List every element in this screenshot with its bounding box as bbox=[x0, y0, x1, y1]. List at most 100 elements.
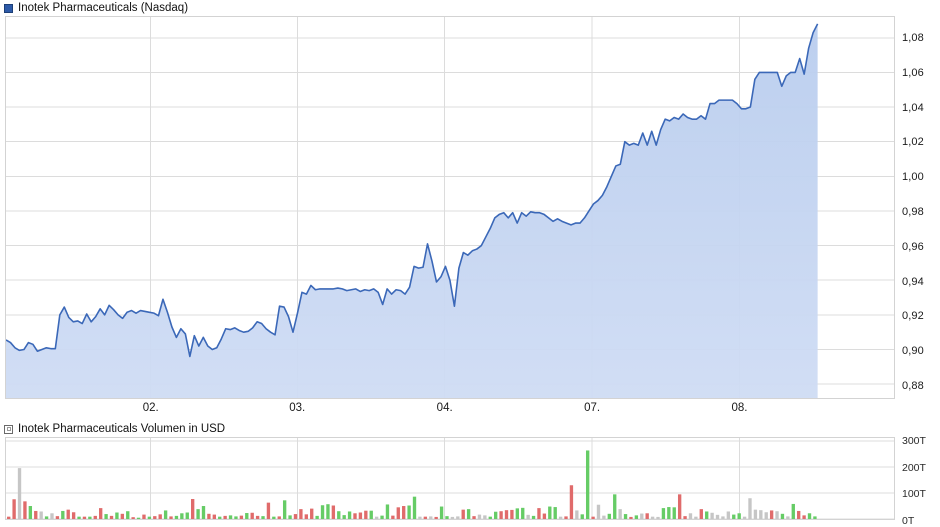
volume-bar[interactable] bbox=[769, 510, 774, 519]
volume-bar[interactable] bbox=[791, 503, 795, 519]
volume-bar[interactable] bbox=[721, 516, 725, 519]
volume-bar[interactable] bbox=[364, 510, 368, 519]
volume-bar[interactable] bbox=[677, 494, 682, 519]
volume-bar[interactable] bbox=[347, 511, 352, 519]
volume-bar[interactable] bbox=[142, 514, 146, 519]
volume-bar[interactable] bbox=[82, 516, 87, 519]
volume-bar[interactable] bbox=[255, 515, 260, 519]
volume-bar[interactable] bbox=[185, 512, 189, 519]
volume-bar[interactable] bbox=[115, 512, 119, 519]
volume-bar[interactable] bbox=[477, 514, 482, 519]
volume-bar[interactable] bbox=[163, 510, 168, 519]
volume-bar[interactable] bbox=[613, 494, 617, 519]
volume-bar[interactable] bbox=[93, 515, 97, 519]
volume-bar[interactable] bbox=[813, 516, 817, 519]
volume-bar[interactable] bbox=[147, 516, 152, 519]
volume-bar[interactable] bbox=[429, 516, 433, 519]
volume-bar[interactable] bbox=[369, 510, 373, 519]
volume-bar[interactable] bbox=[591, 516, 595, 519]
volume-bar[interactable] bbox=[445, 516, 449, 519]
volume-bar[interactable] bbox=[726, 511, 731, 519]
volume-bar[interactable] bbox=[28, 506, 33, 519]
volume-bar[interactable] bbox=[39, 511, 43, 519]
volume-bar[interactable] bbox=[158, 514, 162, 519]
volume-bar[interactable] bbox=[780, 513, 785, 519]
volume-bar[interactable] bbox=[629, 516, 633, 519]
volume-bar[interactable] bbox=[7, 516, 11, 519]
volume-bar[interactable] bbox=[504, 510, 509, 519]
volume-bar[interactable] bbox=[402, 506, 406, 519]
volume-bar[interactable] bbox=[261, 516, 265, 519]
volume-bar[interactable] bbox=[104, 514, 108, 519]
volume-bar[interactable] bbox=[77, 516, 81, 519]
volume-bar[interactable] bbox=[732, 514, 736, 519]
volume-bar[interactable] bbox=[385, 504, 390, 519]
volume-bar[interactable] bbox=[688, 513, 693, 519]
volume-bar[interactable] bbox=[450, 516, 455, 519]
volume-bar[interactable] bbox=[542, 513, 547, 519]
volume-bar[interactable] bbox=[12, 499, 16, 519]
price-chart-plot[interactable] bbox=[6, 17, 894, 398]
volume-bar[interactable] bbox=[282, 500, 287, 519]
volume-bar[interactable] bbox=[109, 515, 114, 519]
volume-bar[interactable] bbox=[537, 508, 541, 519]
volume-bar[interactable] bbox=[764, 512, 768, 519]
volume-bar[interactable] bbox=[374, 516, 379, 519]
volume-bar[interactable] bbox=[423, 516, 428, 519]
volume-bar[interactable] bbox=[288, 515, 292, 519]
volume-bar[interactable] bbox=[44, 516, 49, 519]
volume-bar[interactable] bbox=[564, 516, 568, 519]
volume-bar[interactable] bbox=[531, 515, 536, 519]
volume-bar[interactable] bbox=[239, 515, 244, 519]
volume-bar[interactable] bbox=[337, 511, 341, 519]
volume-bar[interactable] bbox=[797, 510, 801, 519]
volume-bar[interactable] bbox=[234, 516, 238, 519]
volume-bar[interactable] bbox=[786, 516, 790, 519]
volume-bar[interactable] bbox=[667, 507, 671, 519]
volume-bar[interactable] bbox=[553, 507, 557, 519]
volume-bar[interactable] bbox=[418, 516, 422, 519]
volume-bar[interactable] bbox=[548, 506, 552, 519]
volume-bar[interactable] bbox=[191, 499, 195, 519]
volume-bar[interactable] bbox=[439, 506, 444, 519]
volume-bar[interactable] bbox=[742, 516, 747, 519]
volume-bar[interactable] bbox=[250, 512, 254, 519]
volume-bar[interactable] bbox=[315, 515, 319, 519]
volume-bar[interactable] bbox=[623, 514, 628, 519]
volume-bar[interactable] bbox=[488, 516, 492, 519]
volume-bar[interactable] bbox=[515, 508, 519, 519]
volume-chart-plot[interactable] bbox=[6, 438, 894, 519]
volume-bar[interactable] bbox=[380, 515, 384, 519]
volume-bar[interactable] bbox=[34, 510, 38, 519]
volume-bar[interactable] bbox=[50, 513, 54, 519]
volume-bar[interactable] bbox=[17, 468, 22, 519]
volume-bar[interactable] bbox=[180, 513, 184, 519]
volume-bar[interactable] bbox=[299, 509, 303, 519]
volume-bar[interactable] bbox=[526, 514, 530, 519]
volume-bar[interactable] bbox=[169, 516, 173, 519]
volume-bar[interactable] bbox=[710, 512, 714, 519]
volume-bar[interactable] bbox=[228, 515, 233, 519]
volume-bar[interactable] bbox=[153, 516, 157, 519]
volume-bar[interactable] bbox=[618, 509, 622, 519]
volume-bar[interactable] bbox=[310, 508, 314, 519]
volume-bar[interactable] bbox=[607, 513, 611, 519]
volume-bar[interactable] bbox=[99, 508, 103, 519]
volume-bar[interactable] bbox=[120, 513, 125, 519]
volume-bar[interactable] bbox=[126, 511, 130, 519]
volume-bar[interactable] bbox=[71, 512, 76, 519]
volume-bar[interactable] bbox=[358, 512, 363, 519]
volume-bar[interactable] bbox=[61, 510, 65, 519]
volume-bar[interactable] bbox=[407, 505, 411, 520]
volume-bar[interactable] bbox=[136, 517, 141, 519]
volume-bar[interactable] bbox=[266, 502, 271, 519]
volume-bar[interactable] bbox=[461, 509, 465, 519]
volume-bar[interactable] bbox=[396, 507, 400, 519]
volume-bar[interactable] bbox=[499, 511, 503, 519]
volume-bar[interactable] bbox=[277, 516, 281, 519]
volume-bar[interactable] bbox=[201, 506, 206, 519]
volume-bar[interactable] bbox=[699, 509, 703, 519]
volume-bar[interactable] bbox=[23, 501, 27, 519]
volume-bar[interactable] bbox=[391, 515, 395, 519]
volume-bar[interactable] bbox=[656, 516, 660, 519]
